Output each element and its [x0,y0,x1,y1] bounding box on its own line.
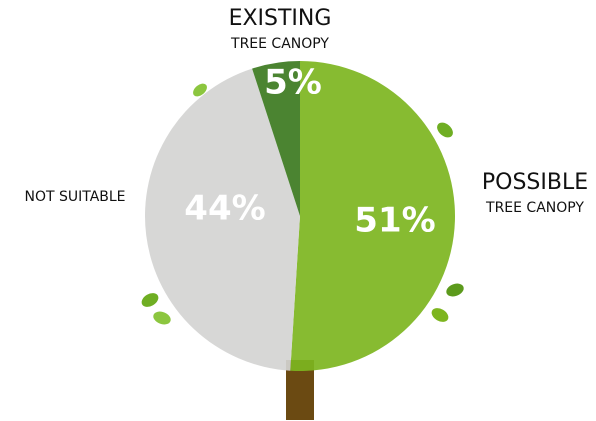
value-label: 51% [354,201,435,241]
category-label: EXISTING [229,6,332,31]
value-label: 44% [184,189,265,229]
value-label: 5% [264,63,322,103]
category-subtitle: TREE CANOPY [230,36,329,52]
pie-slice [290,61,456,372]
category-subtitle: TREE CANOPY [485,200,584,216]
pie-slice [145,68,300,371]
category-label: POSSIBLE [482,170,588,195]
category-label: NOT SUITABLE [24,189,125,205]
leaf-decoration [141,83,464,325]
pie-slice [252,61,300,216]
